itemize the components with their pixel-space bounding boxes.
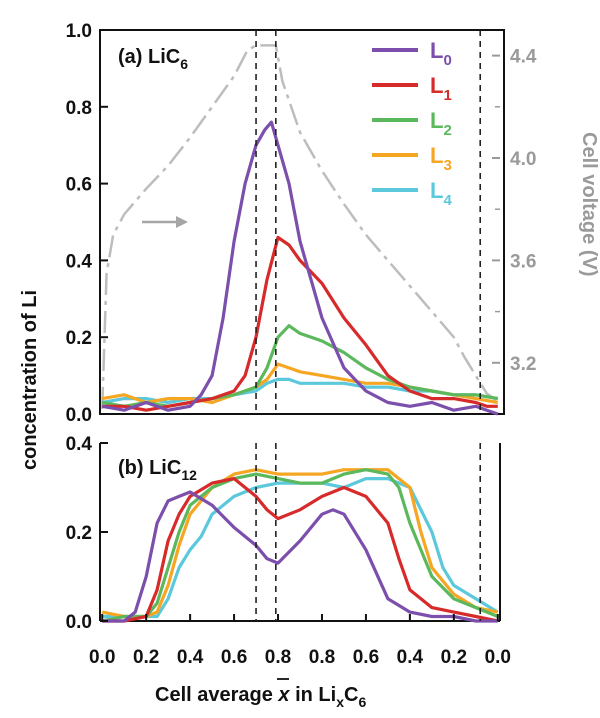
y-tick-label: 1.0	[66, 21, 92, 42]
y-tick-label: 0.2	[66, 523, 92, 544]
y2-tick-label: 4.4	[510, 47, 537, 68]
voltage-series-line	[100, 44, 499, 409]
legend-label-L3: L3	[430, 143, 452, 174]
panel-b-label: (b) LiC12	[118, 457, 197, 483]
x-tick-label: 0.2	[133, 647, 159, 668]
x-tick-label: 0.2	[441, 647, 467, 668]
y-tick-label: 0.4	[66, 251, 93, 272]
panel-a: 0.0 0.2 0.4 0.6 0.8 1.0 3.2 3.6 4.0 4.4 (a) LiC6…	[66, 21, 537, 426]
legend-label-L4: L4	[430, 178, 452, 209]
legend-label-L0: L0	[430, 38, 452, 69]
y-axis-title: concentration of Li	[19, 290, 41, 470]
x-tick-label: 0.6	[221, 647, 247, 668]
y2-axis-title: Cell voltage (V)	[578, 132, 600, 276]
series-line-L0	[101, 120, 499, 416]
y2-tick-label: 3.2	[510, 354, 536, 375]
panel-a-frame	[99, 29, 505, 415]
x-tick-label: 0.8	[309, 647, 335, 668]
y2-tick-label: 4.0	[510, 149, 536, 170]
y-tick-label: 0.6	[66, 175, 92, 196]
panel-b: 0.0 0.2 0.4 (b) LiC12	[66, 434, 501, 633]
x-tick-label: 0.0	[89, 647, 115, 668]
series-line-L2	[101, 468, 499, 623]
legend-label-L1: L1	[430, 73, 452, 104]
x-tick-label: 0.4	[177, 647, 204, 668]
y-tick-label: 0.0	[66, 405, 92, 426]
x-tick-label: 0.0	[485, 647, 511, 668]
y-tick-label: 0.4	[66, 434, 93, 455]
x-axis-title: Cell average x in LixC6	[155, 684, 366, 710]
legend: L0 L1 L2 L3 L4	[372, 38, 452, 209]
y-tick-label: 0.2	[66, 328, 92, 349]
series-line-L1	[102, 235, 498, 412]
legend-label-L2: L2	[430, 108, 452, 139]
y-tick-label: 0.0	[66, 612, 92, 633]
y2-tick-label: 3.6	[510, 251, 536, 272]
series-line-L4	[102, 477, 499, 619]
x-tick-label: 0.8	[265, 647, 291, 668]
x-tick-label: 0.6	[353, 647, 379, 668]
panel-a-label: (a) LiC6	[118, 46, 188, 72]
series-line-L2	[101, 324, 499, 408]
series-line-L1	[102, 477, 499, 623]
x-tick-label: 0.4	[397, 647, 424, 668]
voltage-arrow-icon	[142, 216, 188, 228]
series-line-L0	[102, 490, 498, 623]
series-line-L3	[101, 468, 499, 619]
y-tick-label: 0.8	[66, 98, 92, 119]
